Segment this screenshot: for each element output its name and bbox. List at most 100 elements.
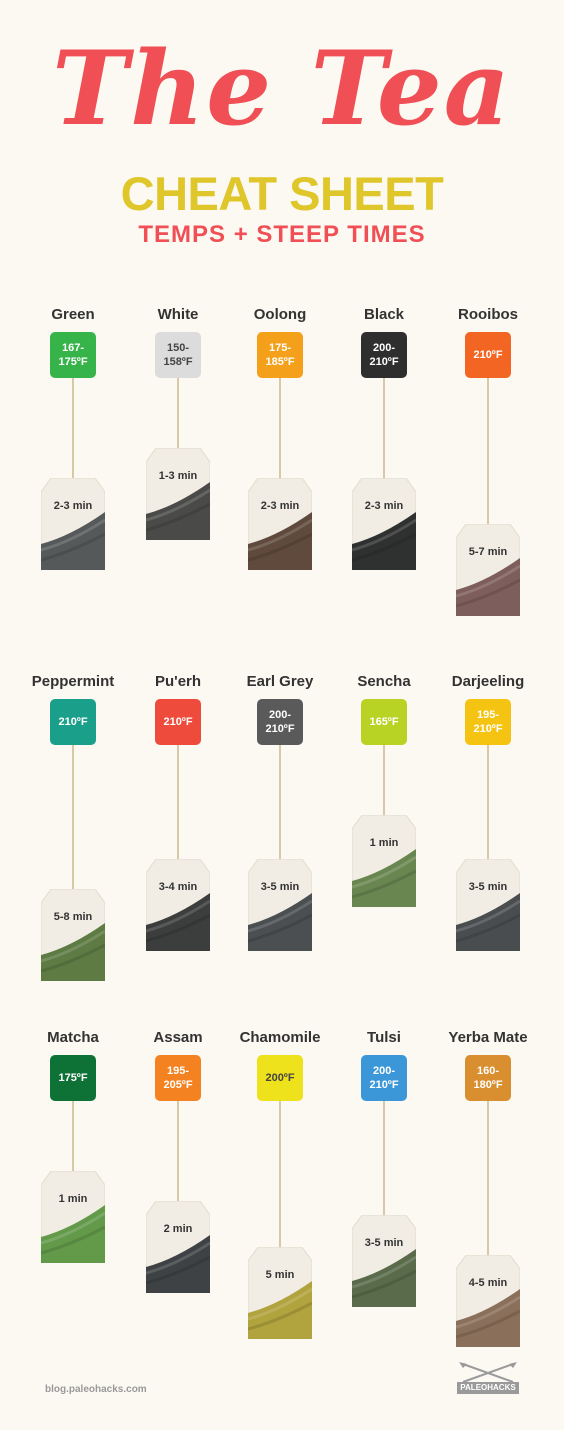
tea-bag: 2 min <box>146 1201 210 1293</box>
steep-time: 2-3 min <box>53 500 93 512</box>
temp-tag: 195- 205ºF <box>155 1055 201 1101</box>
tea-name: White <box>157 306 199 323</box>
tea-bag-icon <box>352 815 416 907</box>
steep-time: 3-4 min <box>158 881 198 893</box>
tea-bag: 4-5 min <box>456 1255 520 1347</box>
tea-string <box>72 1101 74 1177</box>
tea-name: Matcha <box>47 1029 99 1046</box>
tea-name: Darjeeling <box>451 673 525 690</box>
tea-bag: 3-4 min <box>146 859 210 951</box>
tea-name: Peppermint <box>31 673 115 690</box>
tea-string <box>72 378 74 484</box>
tea-item: Sencha 165ºF 1 min <box>334 673 434 907</box>
tea-bag-icon <box>248 1247 312 1339</box>
temp-tag: 210ºF <box>155 699 201 745</box>
tea-name: Yerba Mate <box>448 1029 528 1046</box>
steep-time: 2 min <box>163 1223 193 1235</box>
tea-string <box>383 378 385 484</box>
tea-name: Pu'erh <box>154 673 202 690</box>
steep-time: 3-5 min <box>364 1237 404 1249</box>
temp-tag: 160- 180ºF <box>465 1055 511 1101</box>
tea-item: Rooibos 210ºF 5-7 min <box>438 306 538 616</box>
tea-bag-icon <box>146 448 210 540</box>
temp-tag: 200- 210ºF <box>361 332 407 378</box>
tea-name: Tulsi <box>367 1029 401 1046</box>
tea-string <box>177 745 179 865</box>
tea-bag: 3-5 min <box>352 1215 416 1307</box>
tea-item: White 150- 158ºF 1-3 min <box>128 306 228 540</box>
tea-string <box>279 378 281 484</box>
tea-bag: 2-3 min <box>41 478 105 570</box>
paleohacks-logo: PALEOHACKS <box>457 1362 519 1404</box>
steep-time: 3-5 min <box>260 881 300 893</box>
steep-time: 5-8 min <box>53 911 93 923</box>
tea-bag: 1-3 min <box>146 448 210 540</box>
subtitle: TEMPS + STEEP TIMES <box>138 221 426 248</box>
tea-name: Sencha <box>357 673 411 690</box>
tea-item: Earl Grey 200- 210ºF 3-5 min <box>230 673 330 951</box>
tea-item: Peppermint 210ºF 5-8 min <box>23 673 123 981</box>
temp-tag: 200ºF <box>257 1055 303 1101</box>
temp-tag: 200- 210ºF <box>361 1055 407 1101</box>
tea-item: Tulsi 200- 210ºF 3-5 min <box>334 1029 434 1307</box>
tea-bag-icon <box>248 859 312 951</box>
temp-tag: 200- 210ºF <box>257 699 303 745</box>
tea-bag: 5-7 min <box>456 524 520 616</box>
tea-bag-icon <box>146 1201 210 1293</box>
tea-bag-icon <box>456 859 520 951</box>
tea-name: Chamomile <box>239 1029 321 1046</box>
tea-item: Oolong 175- 185ºF 2-3 min <box>230 306 330 570</box>
tea-name: Black <box>363 306 405 323</box>
tea-bag: 5-8 min <box>41 889 105 981</box>
tea-bag-icon <box>146 859 210 951</box>
tea-bag-icon <box>352 478 416 570</box>
tea-bag-icon <box>352 1215 416 1307</box>
steep-time: 1 min <box>369 837 399 849</box>
steep-time: 3-5 min <box>468 881 508 893</box>
steep-time: 1 min <box>58 1193 88 1205</box>
tea-string <box>383 1101 385 1221</box>
steep-time: 4-5 min <box>468 1277 508 1289</box>
tea-name: Oolong <box>253 306 307 323</box>
tea-bag: 2-3 min <box>248 478 312 570</box>
tea-bag-icon <box>41 1171 105 1263</box>
tea-string <box>487 378 489 530</box>
temp-tag: 165ºF <box>361 699 407 745</box>
temp-tag: 175- 185ºF <box>257 332 303 378</box>
temp-tag: 210ºF <box>465 332 511 378</box>
tea-item: Darjeeling 195- 210ºF 3-5 min <box>438 673 538 951</box>
footer-url[interactable]: blog.paleohacks.com <box>45 1384 147 1395</box>
tea-bag-icon <box>41 889 105 981</box>
temp-tag: 175ºF <box>50 1055 96 1101</box>
tea-item: Assam 195- 205ºF 2 min <box>128 1029 228 1293</box>
tea-item: Pu'erh 210ºF 3-4 min <box>128 673 228 951</box>
tea-string <box>177 1101 179 1207</box>
tea-item: Green 167- 175ºF 2-3 min <box>23 306 123 570</box>
steep-time: 2-3 min <box>260 500 300 512</box>
tea-string <box>487 745 489 865</box>
temp-tag: 167- 175ºF <box>50 332 96 378</box>
tea-bag-icon <box>456 1255 520 1347</box>
tea-bag-icon <box>41 478 105 570</box>
tea-name: Earl Grey <box>246 673 314 690</box>
crossed-spears-icon <box>459 1362 517 1383</box>
tea-string <box>487 1101 489 1261</box>
steep-time: 5 min <box>265 1269 295 1281</box>
tea-name: Assam <box>153 1029 203 1046</box>
tea-bag: 3-5 min <box>456 859 520 951</box>
tea-bag: 1 min <box>41 1171 105 1263</box>
logo-label: PALEOHACKS <box>457 1382 519 1394</box>
temp-tag: 150- 158ºF <box>155 332 201 378</box>
steep-time: 1-3 min <box>158 470 198 482</box>
tea-name: Rooibos <box>458 306 518 323</box>
steep-time: 5-7 min <box>468 546 508 558</box>
tea-string <box>72 745 74 895</box>
tea-bag: 2-3 min <box>352 478 416 570</box>
tea-item: Black 200- 210ºF 2-3 min <box>334 306 434 570</box>
title-main: CHEAT SHEET <box>120 167 444 220</box>
tea-bag: 1 min <box>352 815 416 907</box>
tea-item: Matcha 175ºF 1 min <box>23 1029 123 1263</box>
title-script: The Tea <box>52 29 512 149</box>
temp-tag: 195- 210ºF <box>465 699 511 745</box>
tea-bag: 5 min <box>248 1247 312 1339</box>
